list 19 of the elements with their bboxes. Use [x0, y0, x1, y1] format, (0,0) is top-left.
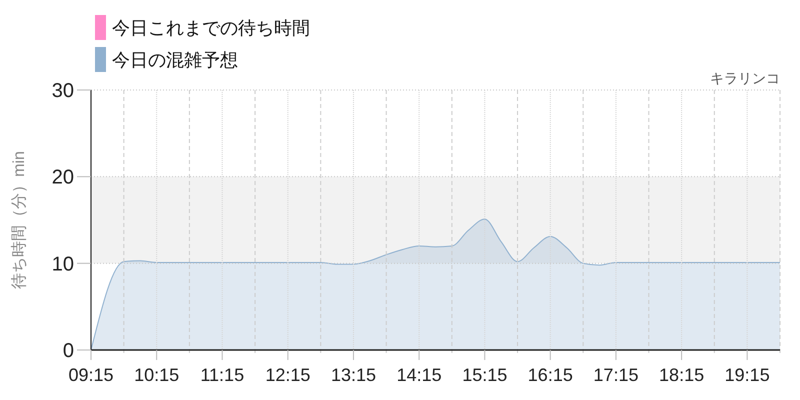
xtick: 10:15 — [134, 365, 180, 385]
xtick: 12:15 — [265, 365, 310, 385]
legend-label: 今日の混雑予想 — [112, 50, 238, 70]
ytick: 0 — [62, 340, 74, 362]
xtick: 18:15 — [659, 365, 704, 385]
title: キラリンコ — [710, 70, 780, 86]
xtick: 19:15 — [724, 365, 770, 385]
xtick: 15:15 — [462, 365, 508, 385]
xtick: 16:15 — [528, 365, 573, 385]
xtick: 17:15 — [593, 365, 638, 385]
ytick: 30 — [52, 80, 74, 102]
ytick: 10 — [52, 253, 74, 276]
ytick: 20 — [52, 166, 74, 189]
xtick: 14:15 — [396, 365, 442, 385]
xtick: 11:15 — [200, 365, 244, 385]
ylabel: 待ち時間（分）min — [11, 151, 28, 289]
xtick: 13:15 — [330, 365, 376, 385]
xtick: 09:15 — [68, 365, 114, 385]
legend-label: 今日これまでの待ち時間 — [112, 18, 310, 38]
